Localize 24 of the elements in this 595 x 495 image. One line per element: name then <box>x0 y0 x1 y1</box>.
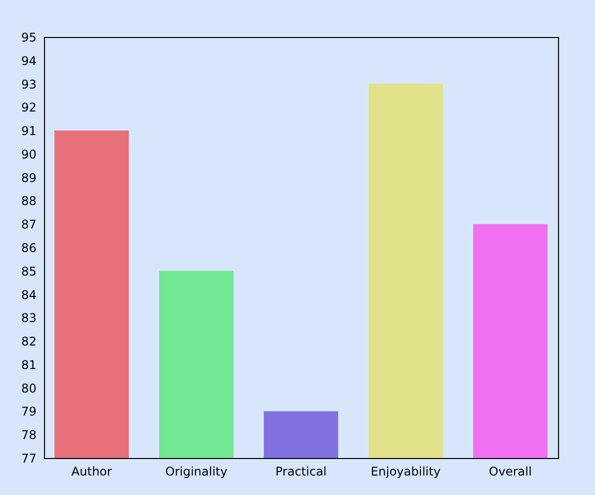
x-tick-label: Originality <box>165 464 228 478</box>
y-tick-label: 90 <box>21 147 36 162</box>
y-tick-label: 83 <box>21 311 36 326</box>
y-tick-label: 94 <box>21 54 36 68</box>
y-tick-label: 80 <box>21 381 36 396</box>
y-tick-label: 89 <box>21 170 36 185</box>
y-tick-label: 86 <box>21 241 36 255</box>
y-tick-label: 88 <box>21 194 36 208</box>
y-tick-label: 79 <box>21 404 36 419</box>
x-tick-label: Overall <box>488 464 532 478</box>
y-tick-label: 92 <box>21 100 36 115</box>
y-tick-label: 77 <box>21 452 36 466</box>
y-tick-label: 85 <box>21 264 36 278</box>
y-tick-label: 81 <box>21 358 36 372</box>
y-tick-label: 87 <box>21 218 36 232</box>
y-tick-label: 93 <box>21 77 36 92</box>
y-tick-label: 91 <box>21 124 36 138</box>
x-tick-label: Author <box>71 464 112 478</box>
y-tick-label: 78 <box>21 428 36 442</box>
y-tick-label: 82 <box>21 334 36 349</box>
y-tick-label: 84 <box>21 288 36 302</box>
y-tick-label: 95 <box>21 30 36 44</box>
x-tick-label: Enjoyability <box>370 464 441 478</box>
x-tick-label: Practical <box>275 464 327 478</box>
